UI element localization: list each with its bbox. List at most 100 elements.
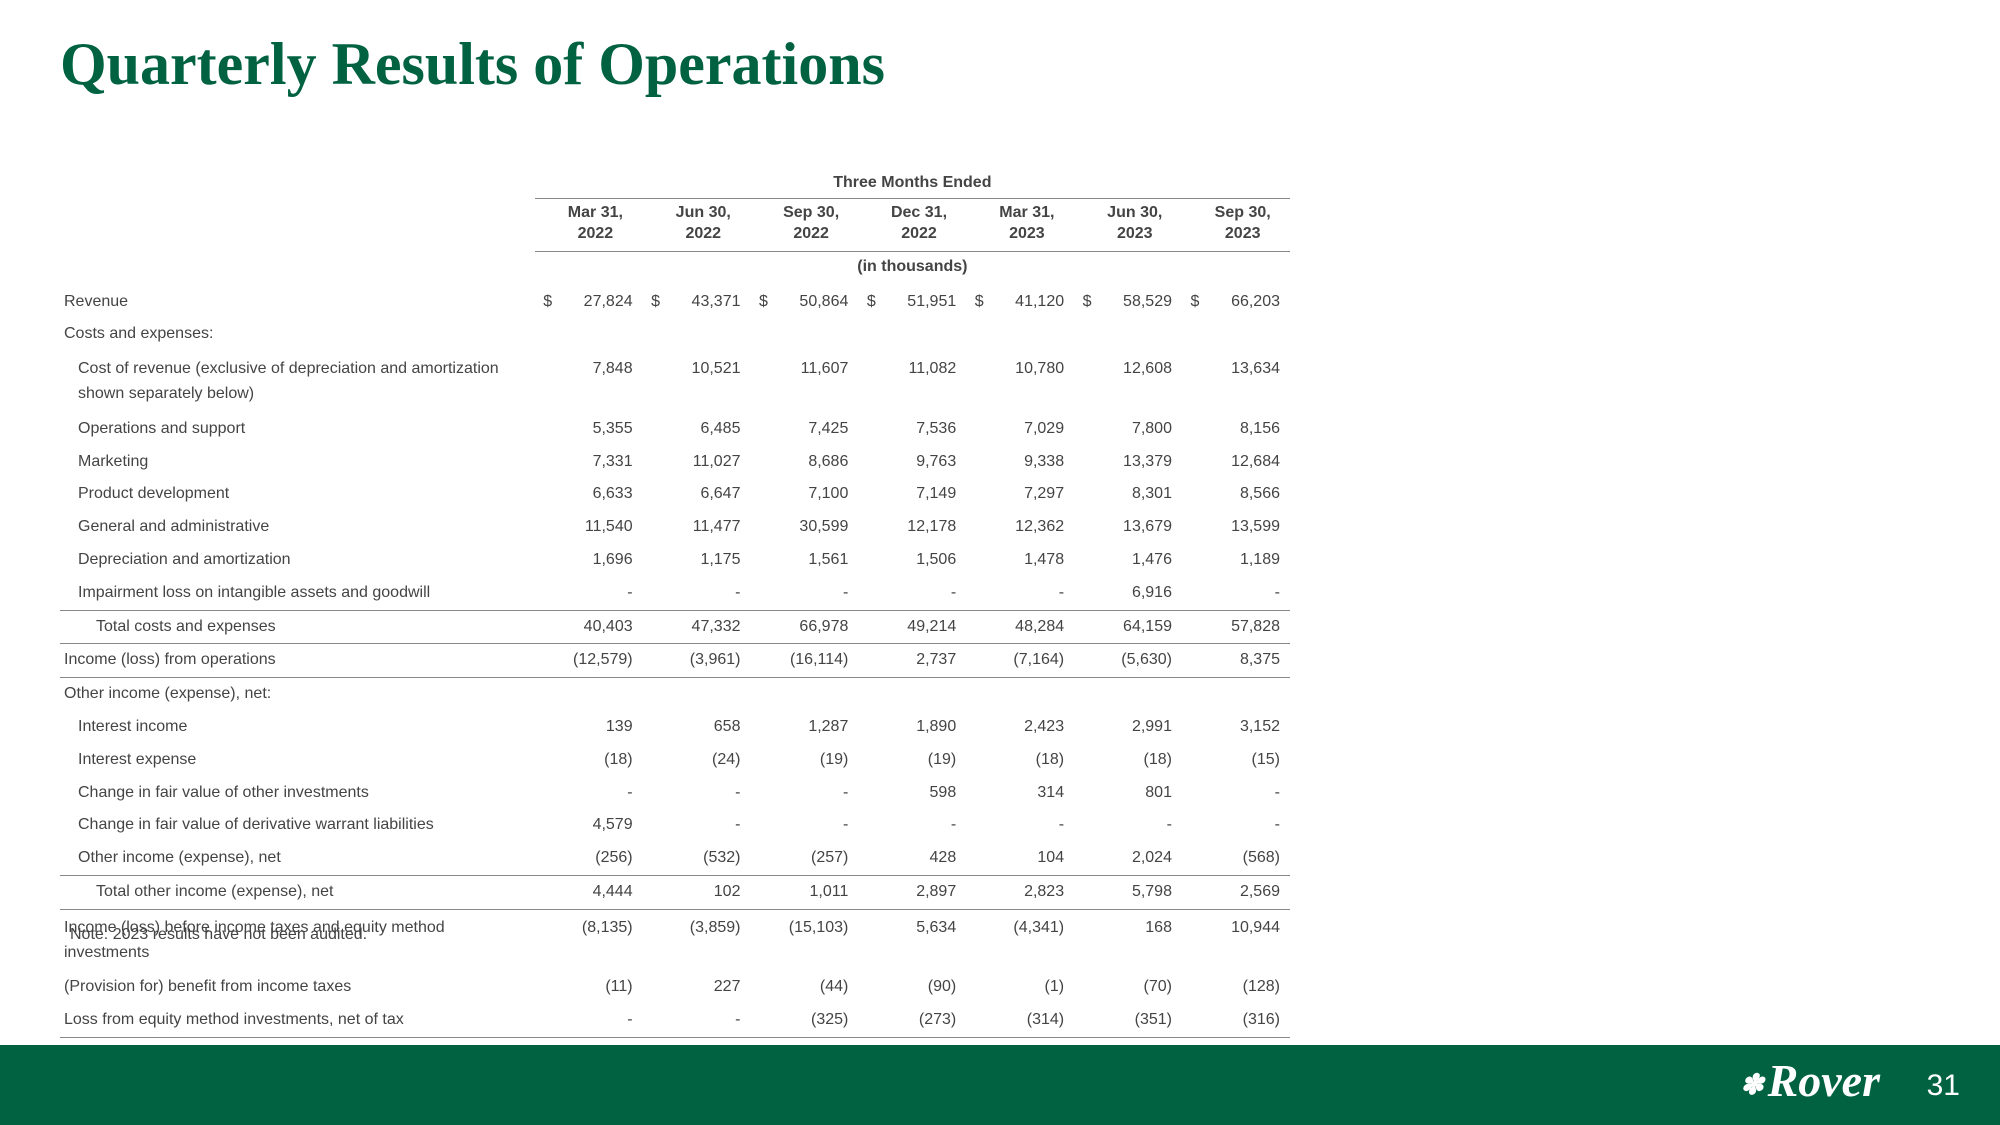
currency-symbol <box>643 711 662 744</box>
cell-value: - <box>662 777 750 810</box>
cell-value: 227 <box>662 971 750 1004</box>
cell-value: 11,082 <box>878 351 966 413</box>
currency-symbol <box>858 809 877 842</box>
currency-symbol <box>1182 711 1201 744</box>
cell-value: - <box>554 1004 642 1037</box>
column-header: Sep 30,2023 <box>1201 199 1290 252</box>
cell-value: (90) <box>878 971 966 1004</box>
cell-value: (70) <box>1094 971 1182 1004</box>
cell-value: 6,485 <box>662 413 750 446</box>
cell-value: 57,828 <box>1201 610 1290 644</box>
currency-symbol <box>535 511 554 544</box>
currency-symbol: $ <box>643 286 662 319</box>
currency-symbol <box>966 809 985 842</box>
cell-value <box>770 318 858 351</box>
currency-symbol <box>750 678 769 711</box>
currency-symbol <box>750 544 769 577</box>
cell-value: 6,633 <box>554 478 642 511</box>
currency-symbol <box>643 577 662 610</box>
cell-value: 47,332 <box>662 610 750 644</box>
currency-symbol <box>1074 610 1093 644</box>
currency-symbol <box>535 744 554 777</box>
column-header: Sep 30,2022 <box>770 199 858 252</box>
currency-symbol <box>966 875 985 909</box>
cell-value: - <box>1201 577 1290 610</box>
cell-value: - <box>662 1004 750 1037</box>
cell-value: (19) <box>770 744 858 777</box>
cell-value: (18) <box>986 744 1074 777</box>
cell-value: 50,864 <box>770 286 858 319</box>
cell-value: 10,780 <box>986 351 1074 413</box>
currency-symbol <box>643 351 662 413</box>
cell-value: 3,152 <box>1201 711 1290 744</box>
cell-value: - <box>770 577 858 610</box>
currency-symbol <box>750 875 769 909</box>
currency-symbol <box>750 711 769 744</box>
currency-symbol <box>1182 971 1201 1004</box>
currency-symbol <box>535 577 554 610</box>
currency-symbol <box>858 478 877 511</box>
cell-value: 314 <box>986 777 1074 810</box>
cell-value: - <box>1201 809 1290 842</box>
cell-value <box>1201 318 1290 351</box>
currency-symbol: $ <box>966 286 985 319</box>
cell-value: 6,647 <box>662 478 750 511</box>
row-label: Marketing <box>60 446 535 479</box>
cell-value: 5,634 <box>878 909 966 971</box>
currency-symbol <box>750 1004 769 1037</box>
column-header: Mar 31,2023 <box>986 199 1074 252</box>
cell-value: 139 <box>554 711 642 744</box>
page-number: 31 <box>1927 1069 1960 1103</box>
currency-symbol <box>1074 1004 1093 1037</box>
currency-symbol <box>643 678 662 711</box>
currency-symbol <box>643 644 662 678</box>
row-label: Other income (expense), net: <box>60 678 535 711</box>
currency-symbol <box>643 610 662 644</box>
currency-symbol <box>858 744 877 777</box>
currency-symbol <box>750 809 769 842</box>
cell-value <box>770 678 858 711</box>
cell-value: - <box>770 809 858 842</box>
cell-value: 658 <box>662 711 750 744</box>
currency-symbol <box>858 318 877 351</box>
cell-value: (1) <box>986 971 1074 1004</box>
cell-value: (18) <box>1094 744 1182 777</box>
cell-value: 7,848 <box>554 351 642 413</box>
cell-value: 428 <box>878 842 966 875</box>
cell-value: (15,103) <box>770 909 858 971</box>
cell-value: - <box>770 777 858 810</box>
page-title: Quarterly Results of Operations <box>60 30 885 99</box>
cell-value: (4,341) <box>986 909 1074 971</box>
column-header: Jun 30,2023 <box>1094 199 1182 252</box>
cell-value: 30,599 <box>770 511 858 544</box>
cell-value: 2,737 <box>878 644 966 678</box>
currency-symbol <box>1182 511 1201 544</box>
cell-value: 2,823 <box>986 875 1074 909</box>
currency-symbol <box>1074 744 1093 777</box>
column-header: Dec 31,2022 <box>878 199 966 252</box>
cell-value: - <box>1201 777 1290 810</box>
cell-value: 8,301 <box>1094 478 1182 511</box>
currency-symbol <box>966 511 985 544</box>
currency-symbol <box>1182 875 1201 909</box>
currency-symbol <box>750 511 769 544</box>
cell-value: 8,156 <box>1201 413 1290 446</box>
cell-value: 7,149 <box>878 478 966 511</box>
row-label: Change in fair value of derivative warra… <box>60 809 535 842</box>
currency-symbol <box>966 909 985 971</box>
currency-symbol <box>858 875 877 909</box>
cell-value: (256) <box>554 842 642 875</box>
currency-symbol <box>966 644 985 678</box>
cell-value: (7,164) <box>986 644 1074 678</box>
row-label: Cost of revenue (exclusive of depreciati… <box>60 351 535 413</box>
cell-value: 1,175 <box>662 544 750 577</box>
currency-symbol <box>750 478 769 511</box>
currency-symbol <box>535 842 554 875</box>
cell-value: 1,890 <box>878 711 966 744</box>
cell-value: 7,800 <box>1094 413 1182 446</box>
cell-value: 1,287 <box>770 711 858 744</box>
cell-value: 7,297 <box>986 478 1074 511</box>
cell-value: - <box>662 577 750 610</box>
cell-value: 9,338 <box>986 446 1074 479</box>
cell-value: 64,159 <box>1094 610 1182 644</box>
